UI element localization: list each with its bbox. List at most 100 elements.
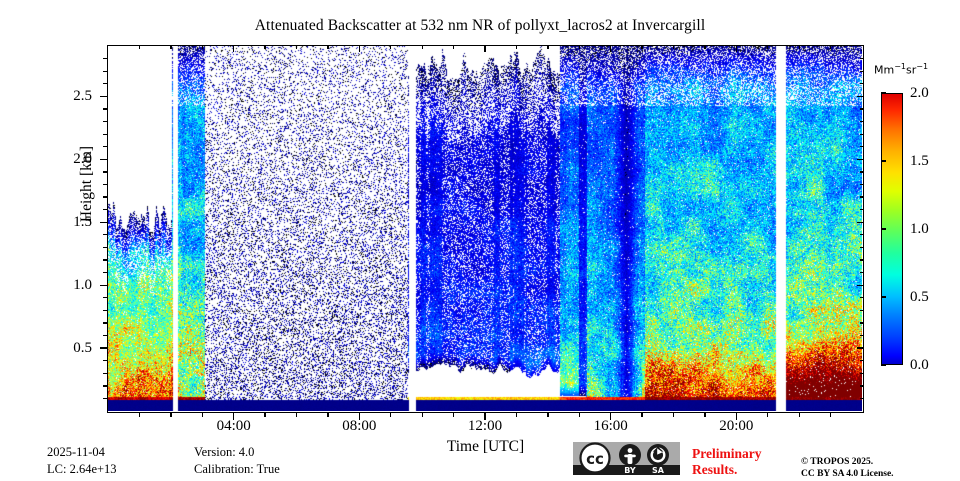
y-tick-minor	[103, 259, 107, 261]
heatmap-plot-area[interactable]	[107, 45, 864, 413]
y-tick-minor	[860, 334, 864, 337]
x-axis-label: Time [UTC]	[446, 438, 525, 455]
copyright-line-1: © TROPOS 2025.	[801, 457, 874, 467]
x-tick-minor	[578, 45, 580, 49]
x-tick-minor	[421, 45, 423, 49]
y-tick-minor	[103, 246, 107, 249]
x-tick-minor	[264, 45, 266, 49]
creative-commons-badge-icon: cc BY SA	[573, 442, 680, 475]
x-tick-major	[358, 413, 361, 420]
x-tick-minor	[798, 413, 800, 417]
x-tick-minor	[295, 45, 298, 49]
x-tick-minor	[547, 45, 549, 49]
cc-by-label: BY	[624, 466, 636, 475]
y-tick-minor	[860, 271, 864, 274]
y-tick-minor	[103, 120, 107, 123]
y-tick-minor	[860, 234, 864, 236]
y-tick-minor	[860, 322, 864, 324]
y-tick-minor	[860, 108, 864, 110]
y-tick-major	[100, 347, 107, 349]
y-tick-minor	[103, 70, 107, 72]
y-tick-minor	[860, 209, 864, 211]
x-tick-major	[610, 413, 612, 420]
y-tick-major-right	[857, 347, 864, 349]
y-tick-minor	[103, 322, 107, 324]
y-tick-minor	[103, 309, 107, 311]
footer-date-block: 2025-11-04 LC: 2.64e+13	[47, 444, 117, 477]
x-tick-major	[233, 45, 235, 52]
y-tick-minor	[103, 183, 107, 186]
y-tick-minor	[860, 297, 864, 299]
y-tick-minor	[860, 397, 864, 400]
x-tick-major	[484, 413, 486, 420]
copyright-block: © TROPOS 2025. CC BY SA 4.0 License.	[801, 456, 894, 481]
colorbar-tick	[881, 364, 886, 366]
y-tick-minor	[103, 133, 107, 135]
y-tick-minor	[103, 57, 107, 60]
x-tick-label: 08:00	[342, 418, 377, 434]
y-tick-minor	[103, 372, 107, 374]
colorbar-tick	[881, 92, 886, 94]
y-tick-minor	[103, 209, 107, 211]
x-tick-minor	[641, 45, 643, 49]
preliminary-results-notice: Preliminary Results.	[692, 446, 761, 479]
colorbar-tick-label: 0.5	[910, 288, 929, 305]
x-tick-minor	[138, 413, 141, 417]
x-tick-minor	[515, 413, 518, 417]
x-tick-minor	[672, 413, 675, 417]
y-tick-minor	[103, 108, 107, 110]
x-tick-minor	[798, 45, 800, 49]
y-tick-label: 2.0	[73, 150, 92, 167]
y-tick-minor	[103, 171, 107, 173]
x-tick-minor	[767, 413, 769, 417]
y-tick-minor	[860, 57, 864, 60]
y-tick-minor	[103, 334, 107, 337]
x-tick-minor	[327, 413, 329, 417]
y-tick-minor	[860, 309, 864, 311]
x-tick-minor	[390, 45, 392, 49]
x-tick-minor	[672, 45, 675, 49]
x-tick-minor	[201, 413, 203, 417]
y-tick-minor	[860, 146, 864, 148]
x-tick-minor	[264, 413, 266, 417]
y-tick-minor	[103, 360, 107, 362]
colorbar-tick-label: 0.0	[910, 356, 929, 373]
y-tick-minor	[860, 70, 864, 72]
y-tick-minor	[103, 397, 107, 400]
y-tick-major-right	[857, 284, 864, 286]
footer-version-block: Version: 4.0 Calibration: True	[194, 444, 280, 477]
y-tick-major	[100, 158, 107, 160]
copyright-line-2: CC BY SA 4.0 License.	[801, 469, 894, 480]
colorbar-tick	[881, 228, 886, 230]
y-tick-major	[100, 95, 107, 98]
y-tick-minor	[103, 83, 107, 85]
x-tick-minor	[704, 413, 706, 417]
x-tick-minor	[170, 413, 172, 417]
x-tick-label: 04:00	[216, 418, 251, 434]
x-tick-minor	[547, 413, 549, 417]
x-tick-label: 12:00	[467, 418, 503, 434]
y-tick-minor	[103, 385, 107, 387]
colorbar-tick-label: 2.0	[910, 84, 929, 101]
colorbar-tick-label: 1.0	[910, 220, 929, 237]
x-tick-minor	[201, 45, 203, 49]
y-tick-minor	[860, 183, 864, 186]
x-tick-minor	[704, 45, 706, 49]
x-tick-minor	[515, 45, 518, 49]
x-tick-major	[484, 45, 486, 52]
y-tick-major	[100, 221, 107, 223]
x-tick-minor	[767, 45, 769, 49]
footer-lidar-constant: LC: 2.64e+13	[47, 461, 117, 476]
y-tick-minor	[860, 171, 864, 173]
y-tick-minor	[860, 385, 864, 387]
y-tick-label: 0.5	[73, 339, 92, 356]
colorbar-tick	[881, 296, 886, 298]
y-tick-minor	[860, 83, 864, 85]
x-tick-minor	[390, 413, 392, 417]
y-tick-minor	[103, 297, 107, 299]
y-tick-minor	[103, 234, 107, 236]
svg-text:cc: cc	[586, 450, 604, 468]
y-tick-major	[100, 284, 107, 286]
colorbar-unit-label: Mm−1sr−1	[874, 62, 929, 77]
x-tick-label: 16:00	[593, 418, 628, 434]
